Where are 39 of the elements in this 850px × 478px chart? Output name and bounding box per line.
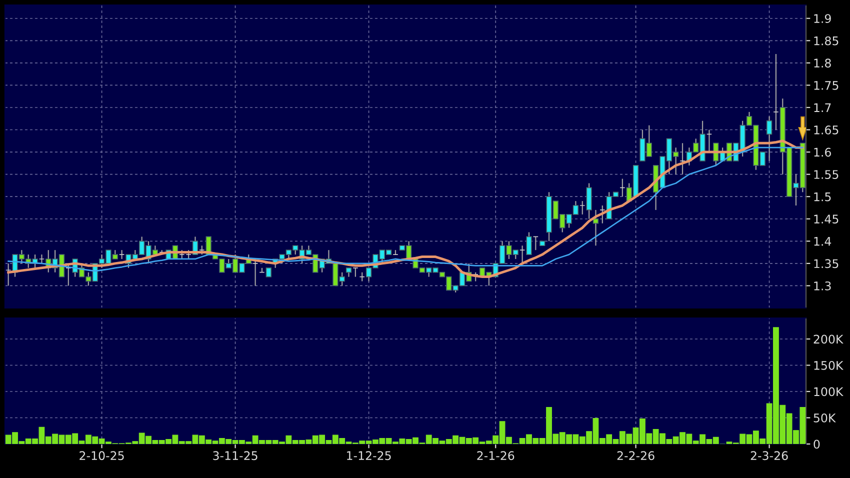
y-tick-label: 0 <box>814 440 820 449</box>
y-tick-label: 1.35 <box>814 259 838 268</box>
candlestick <box>706 129 712 153</box>
x-tick-label: 2-2-26 <box>617 451 654 460</box>
x-tick-label: 2-3-26 <box>750 451 788 460</box>
y-tick-label: 1.9 <box>814 14 831 24</box>
y-tick-label: 1.6 <box>814 148 831 157</box>
x-tick-label: 2-10-25 <box>80 451 124 460</box>
candlestick <box>519 245 526 264</box>
candlestick <box>620 178 626 198</box>
y-tick-label: 1.8 <box>814 58 831 68</box>
y-tick-label: 1.85 <box>814 36 838 46</box>
y-tick-label: 1.4 <box>814 237 832 246</box>
candlestick <box>592 209 599 246</box>
candlestick <box>773 53 779 130</box>
y-tick-label: 1.5 <box>814 192 831 202</box>
y-tick-label: 200K <box>814 334 844 344</box>
candlestick <box>580 200 586 215</box>
y-tick-label: 1.75 <box>814 81 838 90</box>
candlestick <box>600 204 606 224</box>
candlestick <box>526 232 532 256</box>
y-tick-label: 1.45 <box>814 214 838 224</box>
x-tick-label: 3-11-25 <box>213 451 258 460</box>
y-tick-label: 1.55 <box>814 170 838 179</box>
y-tick-label: 1.65 <box>814 125 838 134</box>
x-tick-label: 1-12-25 <box>347 451 391 460</box>
x-tick-label: 2-1-26 <box>477 451 514 460</box>
y-tick-label: 1.3 <box>814 281 831 290</box>
candlestick <box>66 262 72 286</box>
y-tick-label: 150K <box>814 360 844 370</box>
y-tick-label: 50K <box>814 413 836 422</box>
candlestick <box>6 262 12 286</box>
candlestick <box>38 254 45 264</box>
y-tick-label: 100K <box>814 387 844 396</box>
candlestick <box>586 182 592 220</box>
candlestick <box>680 142 686 175</box>
candlestick <box>766 116 772 162</box>
y-tick-label: 1.7 <box>814 103 831 112</box>
candlestick <box>532 236 538 251</box>
